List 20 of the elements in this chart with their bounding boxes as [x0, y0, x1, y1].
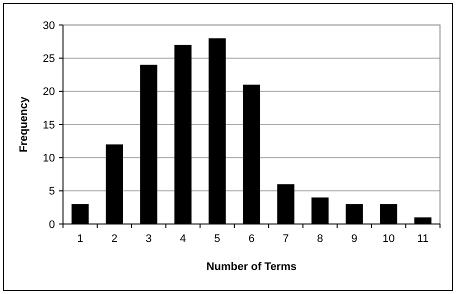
- x-tick-label: 3: [146, 233, 152, 245]
- x-tick-label: 11: [417, 233, 429, 245]
- x-tick-label: 4: [180, 233, 186, 245]
- x-tick-label: 2: [111, 233, 118, 245]
- x-tick-label: 9: [351, 233, 358, 245]
- x-tick-label: 6: [248, 233, 255, 245]
- y-tick-label: 0: [48, 218, 55, 231]
- x-tick-label: 10: [382, 233, 395, 245]
- x-tick-label: 1: [77, 233, 84, 245]
- y-tick-label: 10: [42, 152, 55, 165]
- x-tick-label: 7: [282, 233, 289, 245]
- y-tick-label: 25: [42, 53, 55, 66]
- x-axis-title: Number of Terms: [206, 261, 297, 273]
- x-tick-label: 8: [316, 233, 324, 245]
- y-tick-label: 5: [48, 186, 55, 198]
- y-tick-label: 30: [42, 20, 55, 32]
- y-axis-title: Frequency: [18, 96, 30, 152]
- y-tick-label: 20: [42, 86, 55, 98]
- x-tick-label: 5: [214, 233, 220, 245]
- y-tick-label: 15: [42, 119, 55, 132]
